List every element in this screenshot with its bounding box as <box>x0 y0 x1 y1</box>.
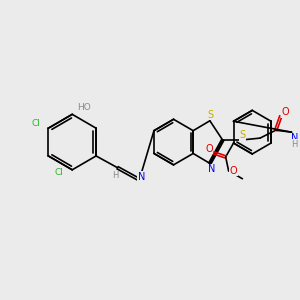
Text: O: O <box>282 107 290 117</box>
Text: Cl: Cl <box>55 168 64 177</box>
Text: N: N <box>208 164 215 174</box>
Text: O: O <box>230 166 237 176</box>
Text: N: N <box>138 172 145 182</box>
Text: HO: HO <box>77 103 91 112</box>
Text: H: H <box>291 140 298 148</box>
Text: S: S <box>208 110 214 120</box>
Text: O: O <box>205 144 213 154</box>
Text: N: N <box>291 133 298 143</box>
Text: H: H <box>112 171 119 180</box>
Text: S: S <box>239 130 245 140</box>
Text: Cl: Cl <box>31 119 40 128</box>
